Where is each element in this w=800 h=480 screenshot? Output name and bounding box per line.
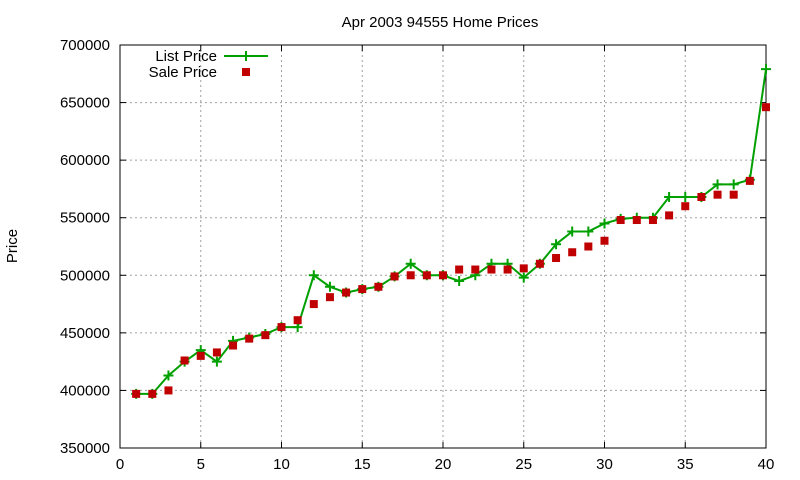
point-list-price [761,64,771,75]
point-sale-price [309,300,318,309]
x-tick-label: 25 [515,456,532,473]
point-sale-price [212,348,221,357]
point-list-price [211,356,222,367]
legend-marker-list-price [241,51,251,61]
point-sale-price [616,216,625,225]
point-sale-price [342,288,351,297]
point-sale-price [535,259,544,268]
y-tick-label: 500000 [60,267,110,284]
point-sale-price [697,192,706,201]
point-list-price [518,272,529,283]
point-sale-price [374,282,383,291]
point-sale-price [245,334,254,343]
point-list-price [599,218,610,229]
x-tick-label: 20 [435,456,452,473]
x-tick-label: 0 [116,456,124,473]
point-sale-price [293,316,302,325]
point-sale-price [600,236,609,245]
point-list-price [583,226,594,237]
y-tick-label: 700000 [60,37,110,54]
point-sale-price [132,389,141,398]
y-tick-label: 550000 [60,210,110,227]
point-sale-price [729,190,738,199]
point-sale-price [439,271,447,280]
point-list-price [551,239,562,250]
point-sale-price [422,271,431,280]
point-sale-price [164,386,173,395]
y-tick-label: 400000 [60,382,110,399]
point-sale-price [406,271,415,280]
y-tick-label: 350000 [60,440,110,457]
point-sale-price [762,103,770,112]
point-list-price [712,179,723,190]
point-sale-price [180,356,189,365]
point-sale-price [455,265,464,274]
series-layer [131,64,771,399]
point-sale-price [261,331,270,340]
point-sale-price [148,389,157,398]
point-sale-price [471,265,480,274]
y-tick-label: 600000 [60,152,110,169]
point-sale-price [632,216,641,225]
point-sale-price [745,176,754,185]
point-list-price [567,226,578,237]
y-axis-label: Price [4,229,21,263]
legend-marker-sale-price [242,68,250,76]
point-sale-price [552,254,561,263]
point-list-price [405,258,416,269]
point-sale-price [648,216,657,225]
x-tick-label: 15 [354,456,371,473]
point-list-price [664,191,675,202]
point-sale-price [681,202,690,211]
x-axis: 0 5 10 15 20 25 30 35 40 [116,45,775,473]
y-tick-label: 650000 [60,95,110,112]
point-sale-price [277,323,286,332]
point-sale-price [519,264,528,273]
point-sale-price [390,272,399,281]
x-tick-label: 40 [758,456,775,473]
point-sale-price [665,211,674,220]
point-list-price [680,191,691,202]
point-sale-price [229,341,238,350]
legend-label-sale-price: Sale Price [149,64,217,81]
x-tick-label: 30 [596,456,613,473]
point-sale-price [487,265,496,274]
series-line-list-price [136,69,767,395]
x-tick-label: 5 [197,456,205,473]
point-sale-price [584,242,593,251]
y-tick-label: 450000 [60,325,110,342]
point-sale-price [325,293,334,302]
x-tick-label: 10 [273,456,290,473]
point-sale-price [713,190,722,199]
point-list-price [324,281,335,292]
grid [120,45,766,448]
point-list-price [728,179,739,190]
y-axis: 350000 400000 450000 500000 550000 600000 6500… [60,37,766,457]
point-sale-price [568,248,577,257]
point-sale-price [503,265,512,274]
point-sale-price [358,285,367,294]
x-tick-label: 35 [677,456,694,473]
point-list-price [308,270,319,281]
chart-title: Apr 2003 94555 Home Prices [342,14,539,31]
point-list-price [163,370,174,381]
legend-label-list-price: List Price [155,48,217,65]
point-sale-price [196,351,205,360]
legend: List Price Sale Price [149,48,268,81]
point-list-price [454,276,465,287]
